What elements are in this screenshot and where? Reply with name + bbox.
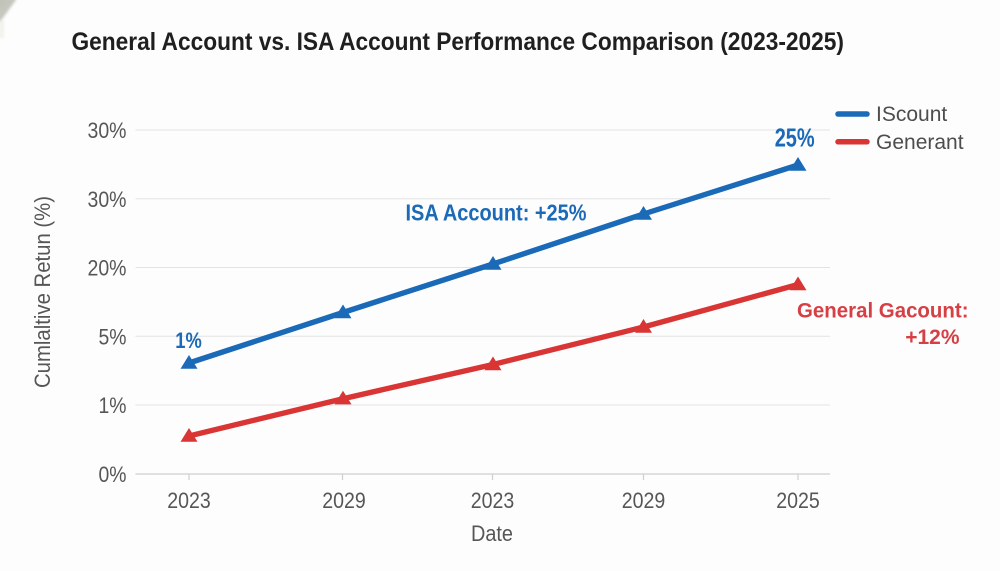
svg-text:20%: 20%: [88, 256, 127, 281]
svg-text:Date: Date: [471, 521, 513, 546]
svg-text:1%: 1%: [99, 393, 127, 418]
svg-text:2025: 2025: [776, 488, 820, 513]
svg-text:General Gacount:: General Gacount:: [797, 300, 969, 323]
svg-text:2023: 2023: [167, 488, 211, 513]
svg-text:Generant: Generant: [876, 131, 964, 154]
svg-text:+12%: +12%: [905, 326, 960, 349]
svg-text:2029: 2029: [622, 488, 666, 513]
svg-text:0%: 0%: [99, 462, 127, 487]
svg-text:General Account vs. ISA Accoun: General Account vs. ISA Account Performa…: [72, 28, 845, 56]
svg-text:1%: 1%: [175, 328, 202, 353]
svg-text:5%: 5%: [99, 324, 127, 349]
svg-text:Cumlaltive Retun (%): Cumlaltive Retun (%): [30, 196, 55, 388]
svg-text:2023: 2023: [471, 488, 515, 513]
svg-text:30%: 30%: [88, 118, 127, 143]
svg-text:25%: 25%: [775, 123, 815, 153]
svg-text:IScount: IScount: [876, 103, 947, 126]
svg-text:30%: 30%: [88, 187, 127, 212]
svg-text:2029: 2029: [322, 488, 366, 513]
svg-text:ISA Account: +25%: ISA Account: +25%: [406, 200, 587, 226]
